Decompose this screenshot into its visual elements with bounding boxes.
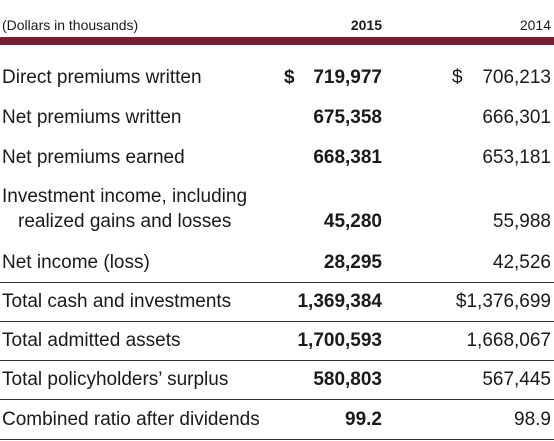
row-label: realized gains and losses bbox=[18, 211, 232, 232]
row-separator bbox=[0, 439, 554, 440]
value-2015: 580,803 bbox=[313, 369, 382, 390]
row-label: Net income (loss) bbox=[2, 252, 150, 273]
row-label: Net premiums earned bbox=[2, 147, 185, 168]
value-2014: $1,376,699 bbox=[455, 291, 551, 312]
row-label: Total cash and investments bbox=[2, 291, 232, 312]
currency-symbol: $ bbox=[284, 67, 295, 88]
value-2014: 1,668,067 bbox=[466, 330, 551, 351]
row-separator bbox=[0, 282, 554, 283]
row-separator bbox=[0, 399, 554, 400]
value-2014: 666,301 bbox=[482, 107, 551, 128]
value-2015: 99.2 bbox=[345, 409, 382, 430]
row-label: Total admitted assets bbox=[2, 330, 181, 351]
value-2014: 42,526 bbox=[492, 252, 551, 273]
value-2015: 675,358 bbox=[313, 107, 382, 128]
header-2015: 2015 bbox=[350, 17, 382, 33]
value-2015: 28,295 bbox=[323, 252, 382, 273]
value-2015: 45,280 bbox=[323, 211, 382, 232]
row-label: Net premiums written bbox=[2, 107, 182, 128]
value-2015: 1,700,593 bbox=[297, 330, 382, 351]
row-separator bbox=[0, 321, 554, 322]
value-2015: 668,381 bbox=[313, 147, 382, 168]
value-2015: 719,977 bbox=[313, 67, 382, 88]
row-label: Investment income, including bbox=[2, 186, 248, 207]
value-2014: 653,181 bbox=[482, 147, 551, 168]
value-2014: 706,213 bbox=[482, 67, 551, 88]
header-label: (Dollars in thousands) bbox=[2, 17, 139, 33]
value-2014: 55,988 bbox=[492, 211, 551, 232]
row-label: Total policyholders’ surplus bbox=[2, 369, 229, 390]
row-label: Direct premiums written bbox=[2, 67, 202, 88]
value-2015: 1,369,384 bbox=[297, 291, 382, 312]
value-2014: 98.9 bbox=[514, 409, 551, 430]
currency-symbol: $ bbox=[452, 67, 463, 88]
header-2014: 2014 bbox=[519, 17, 551, 33]
value-2014: 567,445 bbox=[482, 369, 551, 390]
header-bar bbox=[0, 37, 554, 45]
row-separator bbox=[0, 360, 554, 361]
row-label: Combined ratio after dividends bbox=[2, 409, 260, 430]
